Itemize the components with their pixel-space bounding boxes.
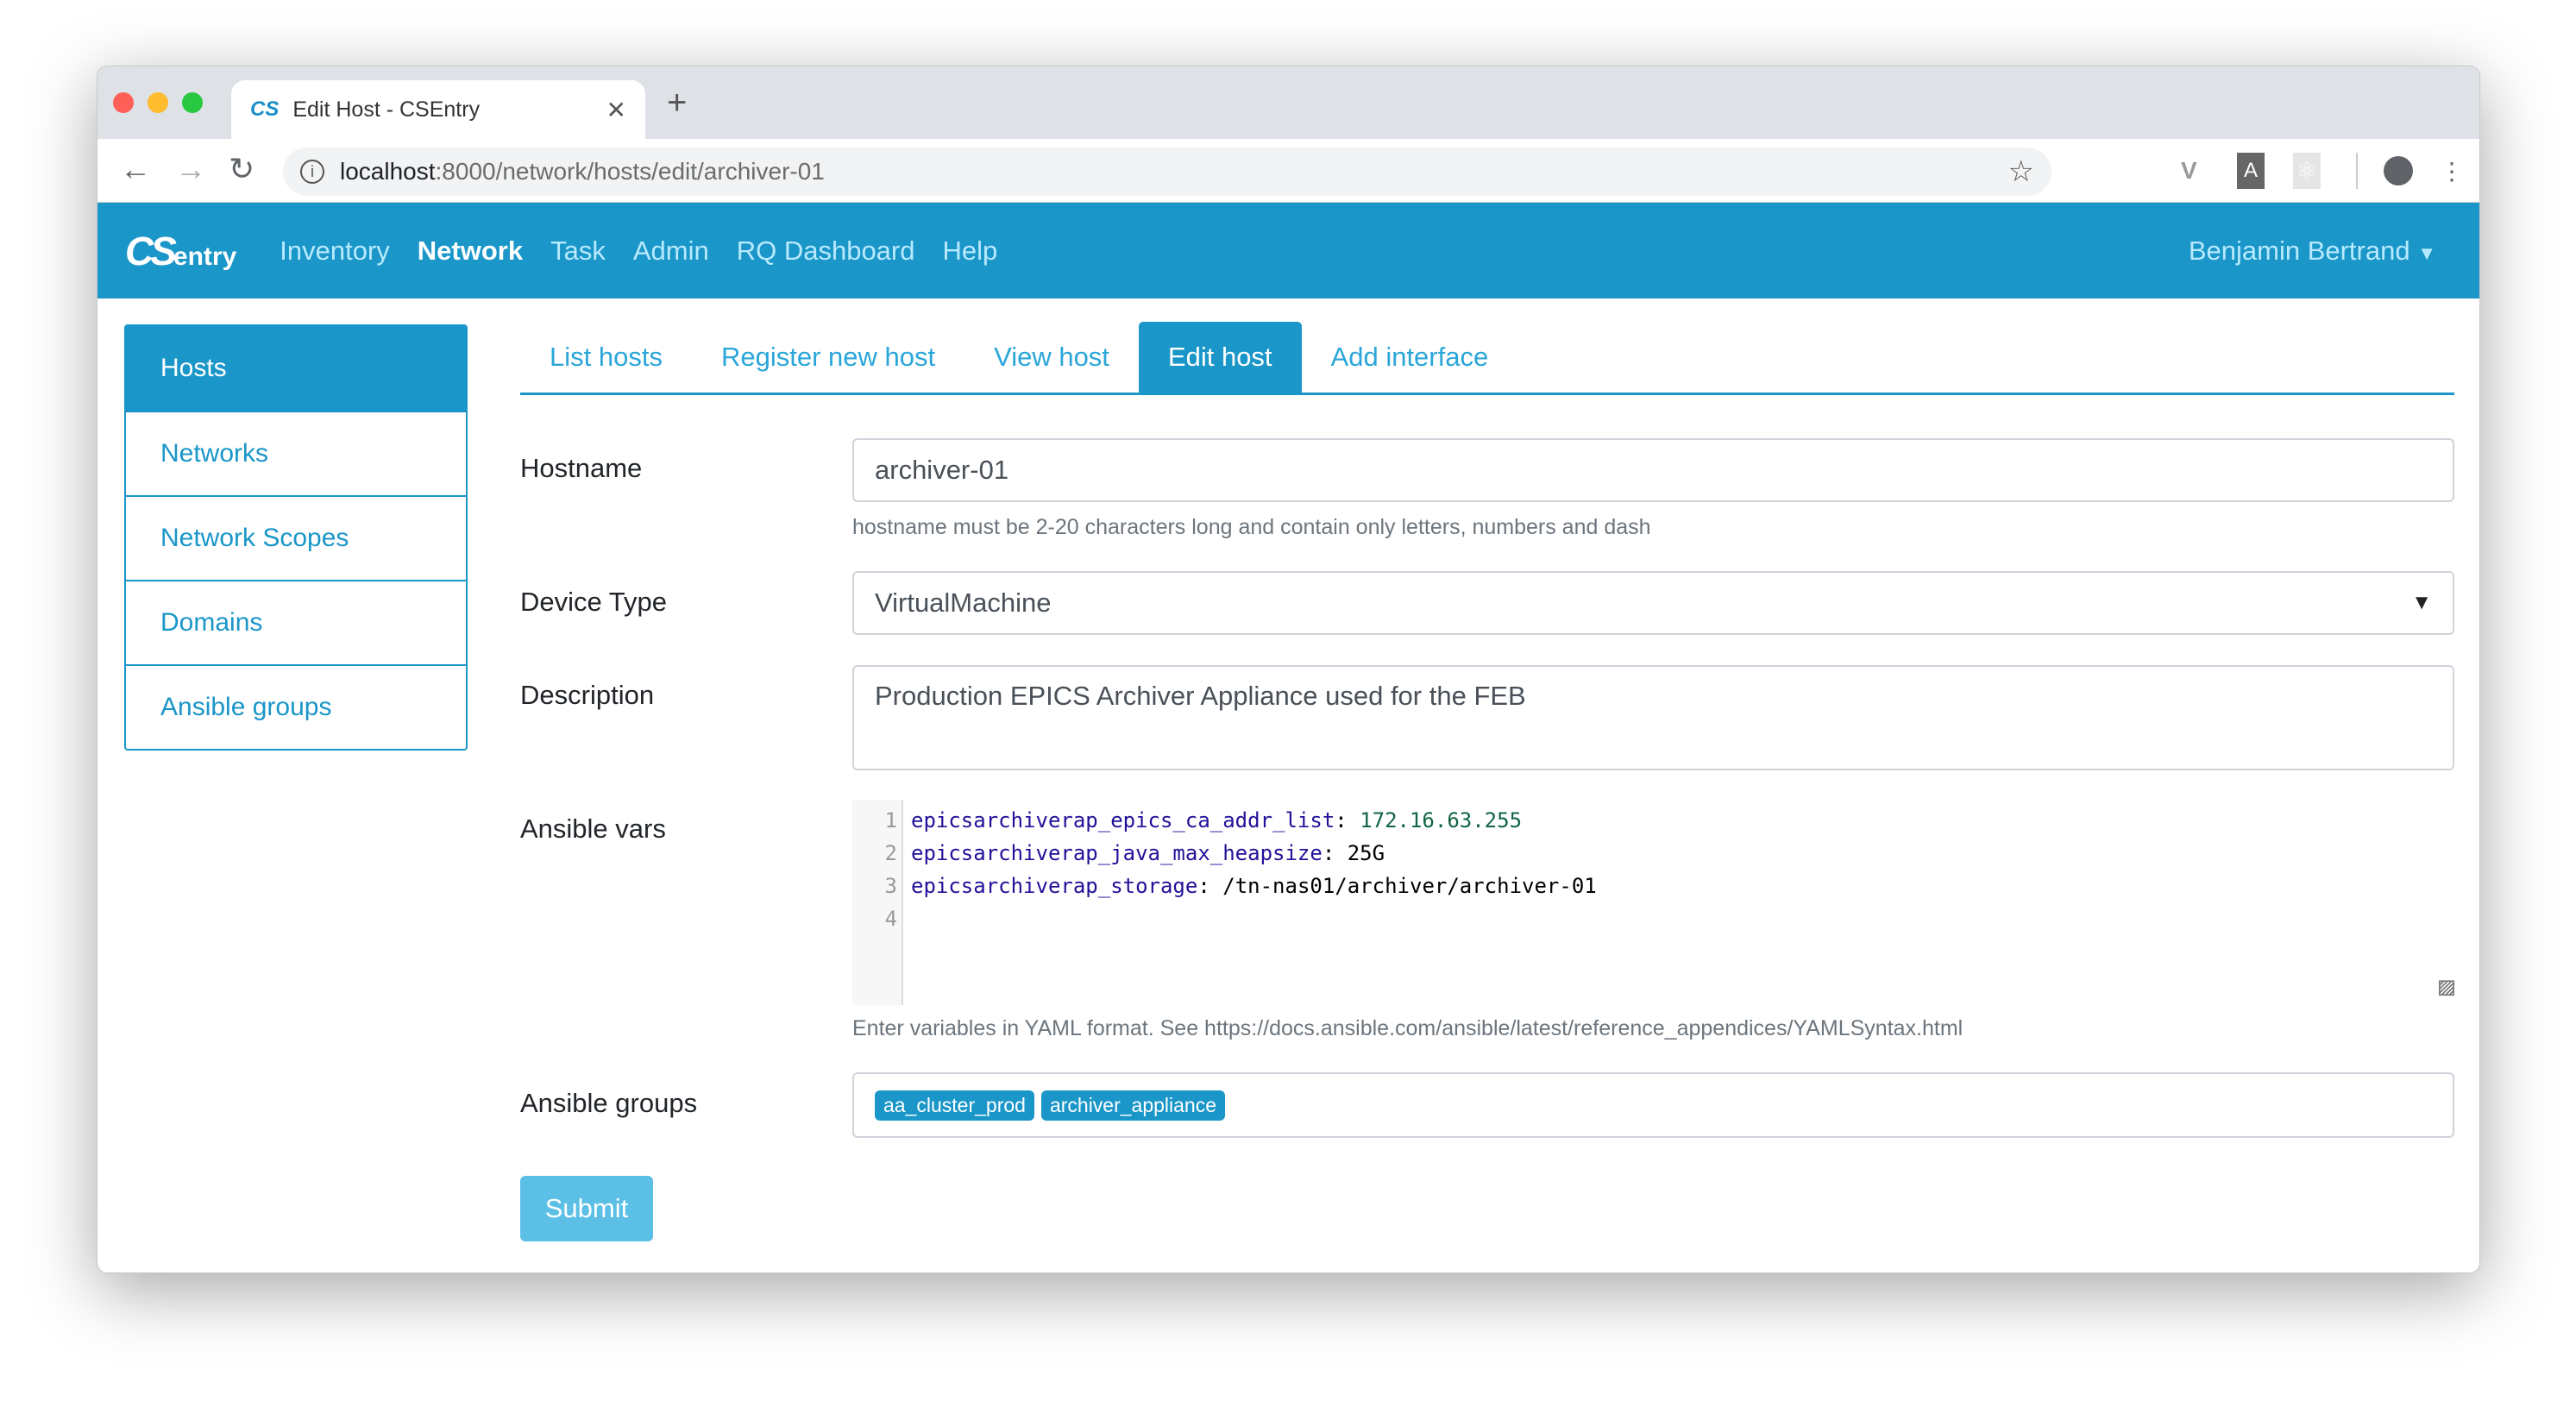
device-type-select[interactable]: VirtualMachine ▼ — [852, 571, 2454, 635]
nav-inventory[interactable]: Inventory — [280, 235, 390, 266]
csentry-logo[interactable]: CSentry — [125, 228, 237, 273]
host-tabs: List hosts Register new host View host E… — [520, 322, 2454, 395]
group-badge[interactable]: archiver_appliance — [1040, 1090, 1226, 1121]
nav-help[interactable]: Help — [942, 235, 998, 266]
resize-handle-icon[interactable]: ▨ — [2438, 971, 2454, 1002]
top-navbar: CSentry Inventory Network Task Admin RQ … — [97, 203, 2479, 298]
ansible-vars-label: Ansible vars — [520, 814, 666, 844]
tab-title: Edit Host - CSEntry — [292, 97, 481, 122]
nav-admin[interactable]: Admin — [632, 235, 709, 266]
sidebar-item-ansible-groups[interactable]: Ansible groups — [126, 664, 466, 749]
description-label: Description — [520, 680, 655, 710]
tab-edit-host[interactable]: Edit host — [1138, 322, 1302, 393]
browser-tab[interactable]: CS Edit Host - CSEntry ✕ — [231, 80, 645, 139]
ansible-groups-label: Ansible groups — [520, 1088, 698, 1118]
url-host: localhost — [340, 158, 436, 185]
line-number: 3 — [884, 874, 897, 898]
profile-icon[interactable] — [2384, 156, 2413, 185]
bookmark-star-icon[interactable]: ☆ — [2007, 155, 2034, 188]
hostname-help: hostname must be 2-20 characters long an… — [852, 515, 1651, 539]
group-badge[interactable]: aa_cluster_prod — [875, 1090, 1034, 1121]
line-gutter — [852, 800, 903, 1005]
line-number: 1 — [884, 808, 897, 832]
code-line: epicsarchiverap_java_max_heapsize: 25G — [911, 841, 1385, 865]
browser-window: CS Edit Host - CSEntry ✕ + ← → ↻ i local… — [97, 66, 2480, 1273]
sidebar: Hosts Networks Network Scopes Domains An… — [124, 324, 468, 751]
vue-devtools-icon[interactable]: V — [2181, 157, 2197, 184]
hostname-input[interactable]: archiver-01 — [852, 438, 2454, 502]
tab-list-hosts[interactable]: List hosts — [550, 342, 663, 372]
sidebar-item-networks[interactable]: Networks — [126, 411, 466, 495]
close-tab-icon[interactable]: ✕ — [606, 96, 626, 123]
device-type-label: Device Type — [520, 587, 668, 617]
submit-button[interactable]: Submit — [520, 1176, 653, 1241]
tab-add-interface[interactable]: Add interface — [1330, 342, 1489, 372]
nav-task[interactable]: Task — [550, 235, 606, 266]
url-path: :8000/network/hosts/edit/archiver-01 — [435, 158, 825, 185]
code-line: epicsarchiverap_storage: /tn-nas01/archi… — [911, 874, 1597, 898]
minimize-window-button[interactable] — [148, 92, 168, 113]
back-icon[interactable]: ← — [120, 151, 151, 186]
sidebar-item-hosts[interactable]: Hosts — [126, 326, 466, 411]
description-textarea[interactable]: Production EPICS Archiver Appliance used… — [852, 665, 2454, 770]
tab-bar: CS Edit Host - CSEntry ✕ + — [97, 66, 2479, 139]
close-window-button[interactable] — [113, 92, 134, 113]
info-icon[interactable]: i — [300, 160, 324, 184]
favicon-icon: CS — [250, 97, 280, 121]
nav-rq-dashboard[interactable]: RQ Dashboard — [736, 235, 915, 266]
code-line: epicsarchiverap_epics_ca_addr_list: 172.… — [911, 808, 1523, 832]
react-devtools-icon[interactable]: ⚛ — [2293, 153, 2321, 189]
nav-network[interactable]: Network — [417, 235, 524, 266]
extension-a-icon[interactable]: A — [2237, 153, 2265, 189]
url-input[interactable]: i localhost:8000/network/hosts/edit/arch… — [283, 148, 2051, 196]
dropdown-arrow-icon: ▼ — [2411, 591, 2432, 614]
ansible-vars-help: Enter variables in YAML format. See http… — [852, 1016, 1963, 1040]
forward-icon[interactable]: → — [175, 151, 206, 186]
ansible-groups-select[interactable]: aa_cluster_prod archiver_appliance — [852, 1072, 2454, 1138]
sidebar-item-network-scopes[interactable]: Network Scopes — [126, 495, 466, 580]
line-number: 2 — [884, 841, 897, 865]
tab-view-host[interactable]: View host — [994, 342, 1109, 372]
line-number: 4 — [884, 907, 897, 931]
maximize-window-button[interactable] — [182, 92, 203, 113]
caret-down-icon: ▼ — [2417, 242, 2436, 264]
reload-icon[interactable]: ↻ — [229, 151, 255, 186]
toolbar-divider — [2356, 153, 2358, 189]
user-menu[interactable]: Benjamin Bertrand ▼ — [2188, 235, 2436, 266]
hostname-label: Hostname — [520, 453, 643, 483]
address-bar-row: ← → ↻ i localhost:8000/network/hosts/edi… — [97, 139, 2479, 203]
menu-kebab-icon[interactable]: ⋮ — [2440, 157, 2464, 185]
sidebar-item-domains[interactable]: Domains — [126, 580, 466, 664]
tab-register-new-host[interactable]: Register new host — [720, 342, 936, 372]
ansible-vars-editor[interactable]: 1 2 3 4 epicsarchiverap_epics_ca_addr_li… — [852, 800, 2454, 1005]
new-tab-button[interactable]: + — [667, 84, 688, 122]
